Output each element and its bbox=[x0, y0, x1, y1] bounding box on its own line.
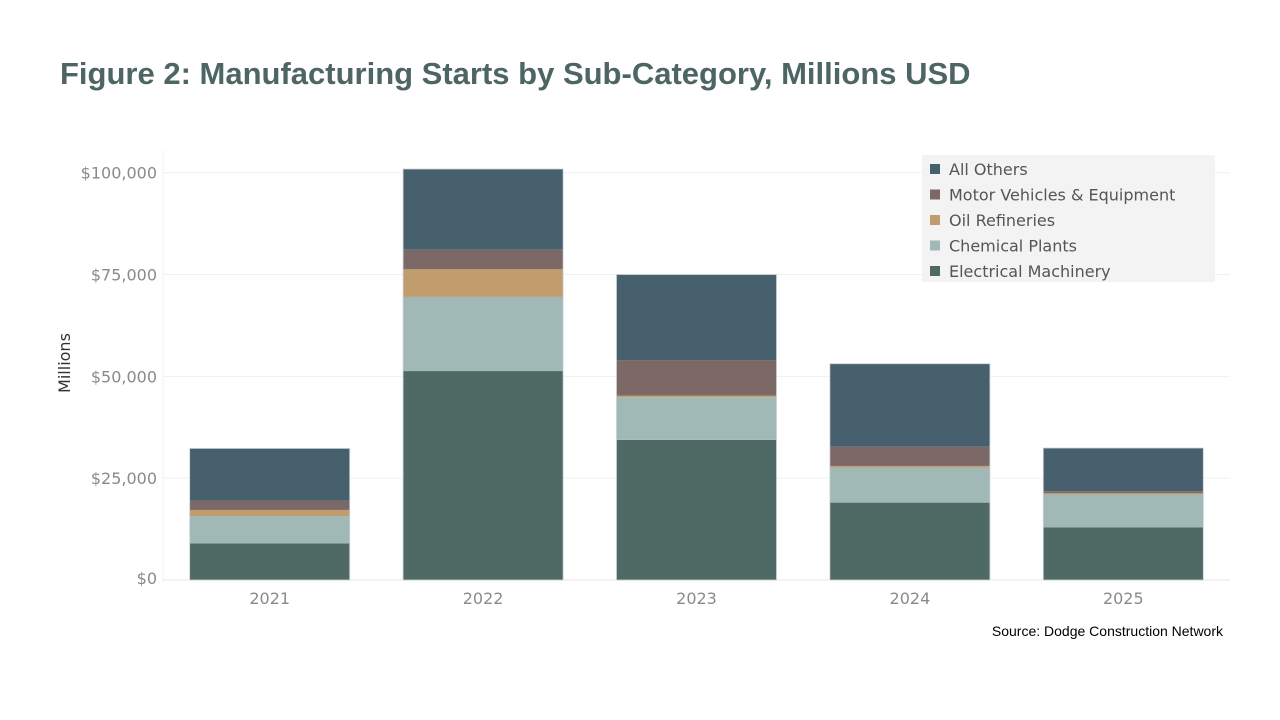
bar-segment bbox=[1043, 494, 1204, 528]
bar-outline bbox=[1042, 447, 1204, 581]
bar-segment bbox=[403, 296, 564, 372]
bar-outline bbox=[402, 168, 564, 581]
legend-swatch bbox=[930, 164, 940, 174]
x-tick-label: 2025 bbox=[1103, 589, 1144, 608]
legend-swatch bbox=[930, 240, 940, 251]
y-tick-label: $75,000 bbox=[91, 266, 157, 285]
x-tick-label: 2021 bbox=[249, 589, 290, 608]
bar-segment bbox=[1043, 493, 1204, 495]
bar-outline bbox=[829, 363, 991, 581]
bar-segment bbox=[403, 249, 564, 270]
y-axis-label: Millions bbox=[55, 333, 74, 393]
bar-segment bbox=[1043, 491, 1204, 494]
bar-segment bbox=[616, 439, 777, 580]
y-tick-label: $50,000 bbox=[91, 367, 157, 386]
bar-outline bbox=[189, 448, 351, 581]
x-tick-label: 2023 bbox=[676, 589, 717, 608]
legend-label: Oil Refineries bbox=[949, 211, 1055, 230]
x-tick-label: 2022 bbox=[463, 589, 504, 608]
y-tick-label: $0 bbox=[137, 569, 157, 588]
y-tick-label: $25,000 bbox=[91, 469, 157, 488]
legend-label: Motor Vehicles & Equipment bbox=[949, 186, 1175, 205]
bar-segment bbox=[1043, 527, 1204, 580]
bar-segment bbox=[616, 274, 777, 361]
bar-segment bbox=[829, 446, 990, 466]
chart-title: Figure 2: Manufacturing Starts by Sub-Ca… bbox=[60, 56, 971, 91]
bar-segment bbox=[189, 500, 350, 510]
legend-swatch bbox=[930, 266, 940, 276]
x-tick-label: 2024 bbox=[890, 589, 931, 608]
bar-segment bbox=[189, 516, 350, 544]
bar-segment bbox=[616, 397, 777, 440]
legend-swatch bbox=[930, 189, 940, 200]
bar-segment bbox=[189, 509, 350, 517]
legend-label: Electrical Machinery bbox=[949, 262, 1111, 281]
bar-outline bbox=[616, 274, 777, 581]
bar-segment bbox=[403, 169, 564, 250]
legend-label: All Others bbox=[949, 160, 1028, 179]
legend-swatch bbox=[930, 215, 940, 225]
bar-segment bbox=[189, 543, 350, 580]
y-tick-label: $100,000 bbox=[81, 164, 157, 183]
bar-segment bbox=[829, 467, 990, 503]
source-note: Source: Dodge Construction Network bbox=[991, 623, 1223, 639]
bar-segment bbox=[616, 395, 777, 398]
bar-segment bbox=[403, 269, 564, 297]
bar-segment bbox=[616, 360, 777, 396]
bar-segment bbox=[403, 371, 564, 580]
bar-segment bbox=[1043, 448, 1204, 492]
bar-segment bbox=[829, 363, 990, 447]
bar-segment bbox=[829, 465, 990, 468]
bar-segment bbox=[189, 448, 350, 501]
bar-segment bbox=[829, 502, 990, 580]
legend-box bbox=[922, 155, 1215, 282]
legend-label: Chemical Plants bbox=[949, 237, 1077, 256]
